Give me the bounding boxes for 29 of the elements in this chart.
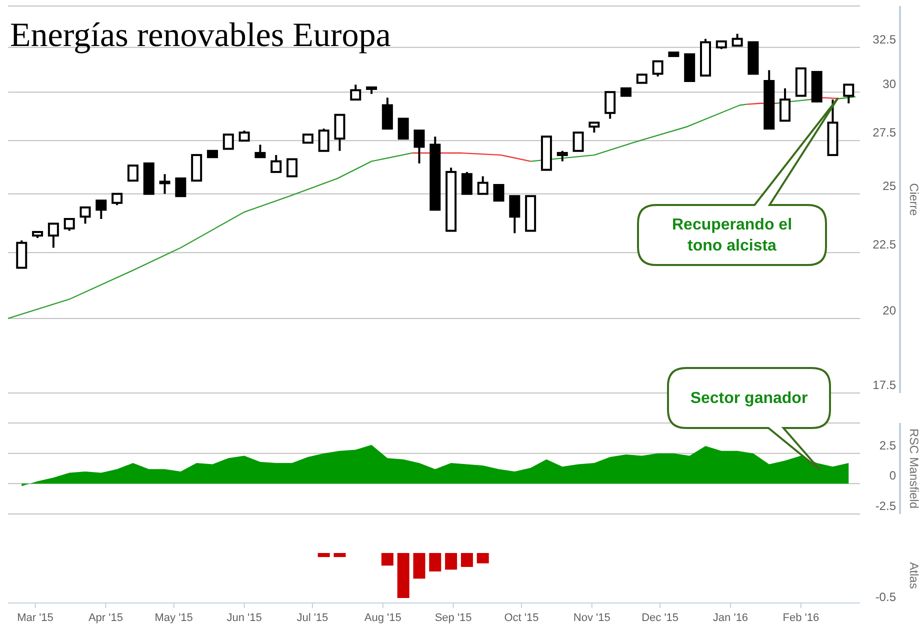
y-tick-label: 30	[882, 77, 896, 92]
x-tick-label: Oct '15	[504, 612, 539, 624]
x-tick-label: Jan '16	[712, 612, 748, 624]
annotation: Sector ganador	[690, 390, 808, 407]
annotation: Recuperando el tono alcista	[672, 216, 792, 254]
x-tick-label: Mar '15	[17, 612, 54, 624]
chart-title: Energías renovables Europa	[10, 17, 391, 54]
y-tick-label: 25	[882, 178, 896, 193]
x-tick-label: Nov '15	[573, 612, 610, 624]
x-tick-label: Feb '16	[782, 612, 820, 624]
y-tick-label: 17.5	[872, 378, 896, 392]
y-tick-label: 2.5	[879, 438, 896, 452]
y-axis-title: Cierre	[907, 183, 921, 216]
y-tick-label: 22.5	[872, 238, 896, 252]
y-tick-label: 0	[889, 468, 896, 483]
y-tick-label: 27.5	[872, 126, 896, 140]
y-tick-label: 32.5	[872, 32, 896, 46]
x-tick-label: Jul '15	[296, 612, 328, 624]
y-axis-title: Atlas	[907, 562, 921, 589]
y-tick-label: 20	[882, 303, 896, 318]
x-tick-label: Aug '15	[364, 612, 402, 624]
x-tick-label: Apr '15	[88, 612, 123, 624]
x-tick-label: Sep '15	[434, 612, 472, 624]
text: -0.5	[875, 590, 896, 604]
y-axis-title: RSC Mansfield	[907, 428, 921, 509]
x-tick-label: Jun '15	[226, 612, 262, 624]
y-tick-label: -2.5	[875, 499, 896, 513]
x-tick-label: May '15	[154, 612, 193, 624]
x-tick-label: Dec '15	[642, 612, 679, 624]
